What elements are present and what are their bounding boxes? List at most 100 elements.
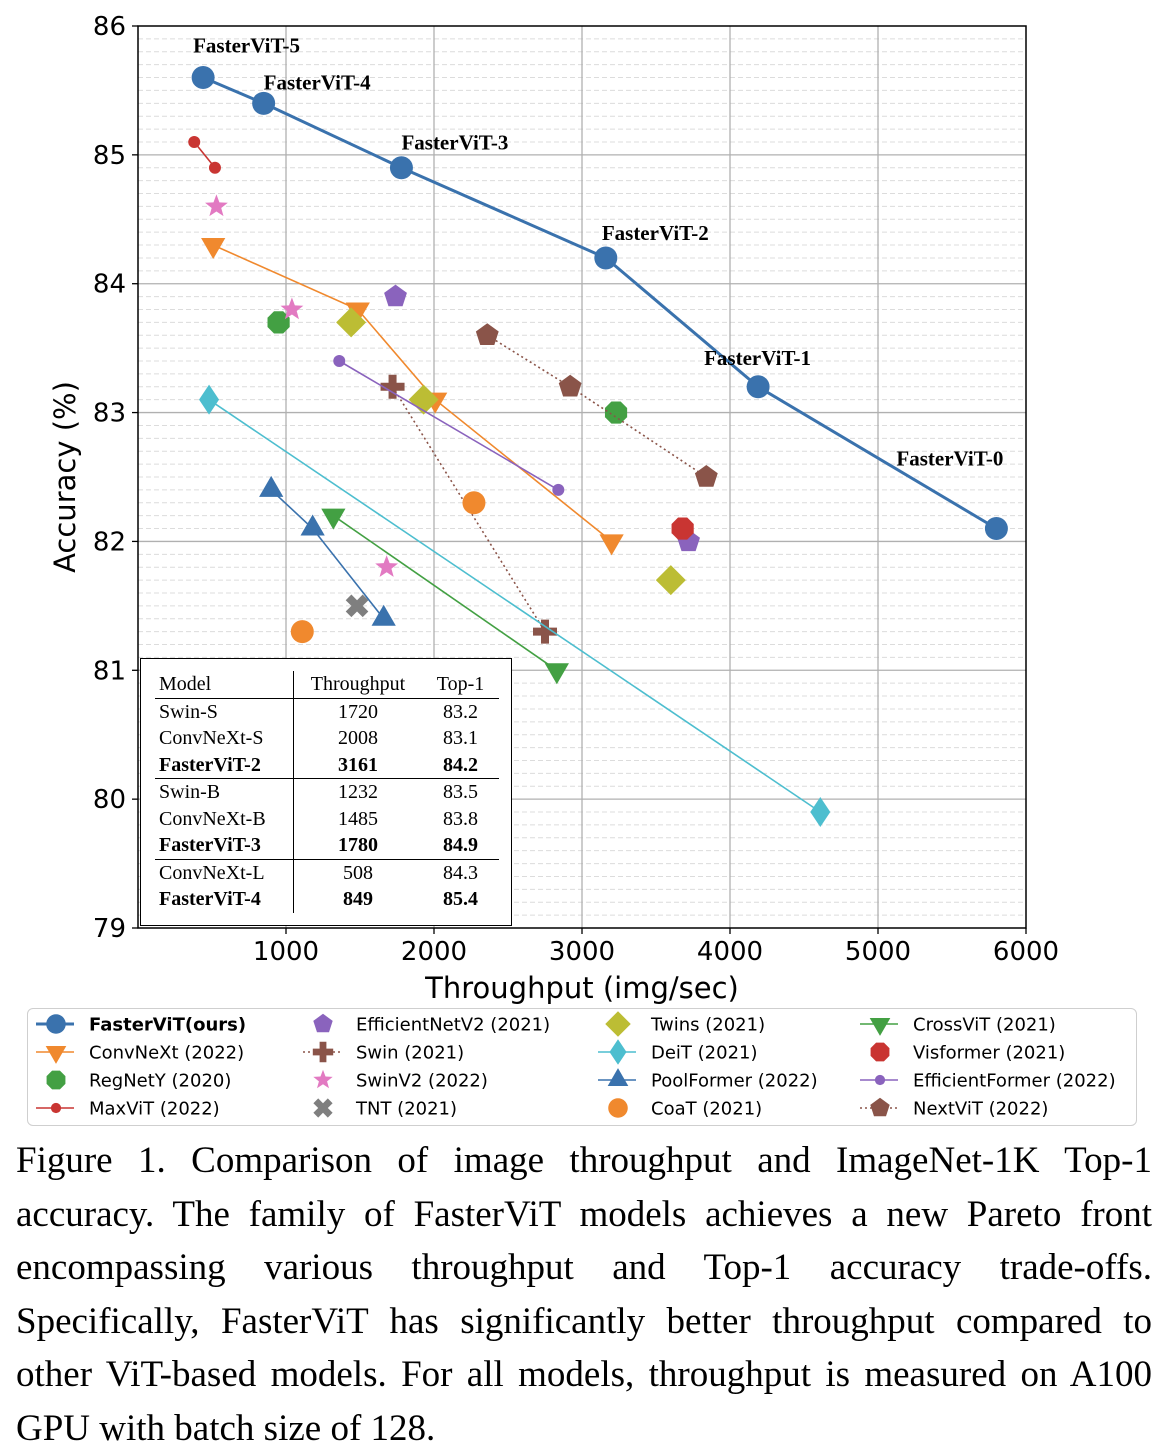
table-row: ConvNeXt-S 2008 83.1	[155, 725, 499, 752]
data-point-maxvit	[208, 161, 221, 174]
table-cell-throughput: 1780	[293, 832, 422, 860]
series-line-crossvit	[332, 515, 558, 671]
table-header-row: Model Throughput Top-1	[155, 671, 499, 699]
y-tick-label: 82	[93, 527, 126, 557]
legend-marker	[609, 1039, 627, 1065]
x-tick-label: 2000	[401, 937, 467, 967]
point-label: FasterViT-0	[896, 447, 1003, 471]
data-point-fastervit	[389, 156, 413, 180]
table-cell-model: ConvNeXt-B	[155, 805, 294, 832]
y-tick-label: 81	[93, 656, 126, 686]
data-point-nextvit	[558, 374, 582, 397]
y-tick-label: 83	[93, 399, 126, 429]
data-point-twins	[655, 565, 686, 596]
legend-label: CoaT (2021)	[651, 1099, 762, 1120]
legend-item-coat: CoaT (2021)	[608, 1098, 762, 1120]
data-point-fastervit	[984, 517, 1008, 541]
table-cell-throughput: 1232	[338, 781, 378, 804]
point-label: FasterViT-5	[193, 34, 300, 58]
table-row: FasterViT-2 3161 84.2	[155, 751, 499, 779]
series-deit	[199, 384, 831, 828]
series-coat	[290, 491, 486, 644]
x-tick-label: 5000	[845, 937, 911, 967]
series-line-nextvit	[486, 334, 707, 478]
data-point-swinv2	[205, 194, 228, 217]
legend-item-crossvit: CrossViT (2021)	[860, 1015, 1056, 1036]
x-axis-title: Throughput (img/sec)	[424, 971, 739, 1005]
x-tick-label: 6000	[993, 937, 1059, 967]
annotations: FasterViT-0 FasterViT-1 FasterViT-2 FasterV…	[193, 34, 1003, 471]
series-nextvit	[475, 323, 718, 487]
legend-label: NextViT (2022)	[913, 1099, 1048, 1120]
data-point-maxvit	[188, 135, 201, 148]
data-point-crossvit	[321, 508, 346, 530]
table-row: Swin-B 1232 83.5	[155, 778, 499, 806]
legend-label: Swin (2021)	[356, 1043, 464, 1064]
data-point-crossvit	[544, 663, 569, 685]
legend-marker	[874, 1074, 886, 1086]
table-cell-throughput: 508	[343, 861, 373, 884]
legend-item-swin: Swin (2021)	[303, 1041, 464, 1064]
legend-label: ConvNeXt (2022)	[89, 1043, 244, 1064]
x-tick-label: 1000	[253, 937, 319, 967]
table-cell-top1: 83.2	[443, 700, 478, 723]
data-point-twins	[336, 307, 367, 338]
y-tick-label: 85	[93, 141, 126, 171]
legend-marker	[45, 1046, 67, 1064]
series-efficientnetv2	[384, 284, 700, 552]
table-header-throughput: Throughput	[293, 671, 422, 699]
data-point-swinv2	[280, 297, 304, 320]
data-point-deit	[810, 797, 831, 828]
series-visformer	[671, 517, 694, 540]
table-cell-model: ConvNeXt-L	[155, 859, 294, 886]
table-cell-top1: 84.2	[422, 751, 499, 779]
table-row: ConvNeXt-B 1485 83.8	[155, 805, 499, 832]
legend-item-maxvit: MaxViT (2022)	[36, 1099, 220, 1120]
comparison-table: Model Throughput Top-1 Swin-S 1720 83.2 …	[140, 658, 512, 926]
legend-marker	[46, 1014, 66, 1034]
table-cell-model: FasterViT-3	[155, 832, 294, 860]
legend-item-fastervit: FasterViT(ours)	[36, 1014, 246, 1036]
data-point-tnt	[345, 594, 369, 618]
y-tick-label: 80	[93, 785, 126, 815]
data-point-visformer	[671, 517, 694, 540]
point-label: FasterViT-2	[602, 221, 709, 245]
y-tick-label: 84	[93, 270, 126, 300]
legend-label: EfficientNetV2 (2021)	[356, 1015, 550, 1036]
legend-label: Visformer (2021)	[913, 1043, 1065, 1064]
data-point-swin	[380, 374, 405, 399]
legend-item-nextvit: NextViT (2022)	[860, 1097, 1048, 1120]
x-tick-label: 3000	[549, 937, 615, 967]
y-tick-label: 79	[93, 914, 126, 944]
data-point-convnext	[201, 238, 226, 260]
legend-marker	[46, 1070, 66, 1090]
legend-marker	[313, 1098, 333, 1118]
legend-item-deit: DeiT (2021)	[598, 1039, 758, 1065]
legend-item-convnext: ConvNeXt (2022)	[36, 1043, 244, 1064]
legend-label: Twins (2021)	[650, 1015, 765, 1036]
table-cell-throughput: 1485	[338, 807, 378, 830]
series-line-swin	[391, 386, 546, 633]
legend-marker	[312, 1041, 334, 1063]
legend-item-swinv2: SwinV2 (2022)	[313, 1069, 488, 1092]
table-cell-top1: 84.9	[422, 832, 499, 860]
data-point-fastervit	[191, 66, 215, 90]
series-regnety	[267, 311, 628, 424]
series-fastervit	[191, 66, 1008, 541]
data-point-fastervit	[746, 375, 770, 399]
table-row: ConvNeXt-L 508 84.3	[155, 859, 499, 886]
legend-entries: FasterViT(ours) ConvNeXt (2022) RegNetY (2…	[36, 1011, 1116, 1120]
point-label: FasterViT-3	[401, 131, 508, 155]
data-point-poolformer	[259, 475, 284, 497]
series-poolformer	[259, 475, 396, 626]
table-cell-top1: 83.5	[443, 781, 478, 804]
legend-label: RegNetY (2020)	[89, 1071, 231, 1092]
data-point-coat	[462, 491, 486, 515]
data-point-coat	[290, 620, 314, 644]
table-cell-top1: 83.1	[443, 727, 478, 750]
legend-label: EfficientFormer (2022)	[913, 1071, 1116, 1092]
legend-marker	[869, 1018, 891, 1036]
x-tick-label: 4000	[697, 937, 763, 967]
data-point-deit	[199, 384, 220, 415]
series-line-efficientformer	[338, 360, 559, 491]
